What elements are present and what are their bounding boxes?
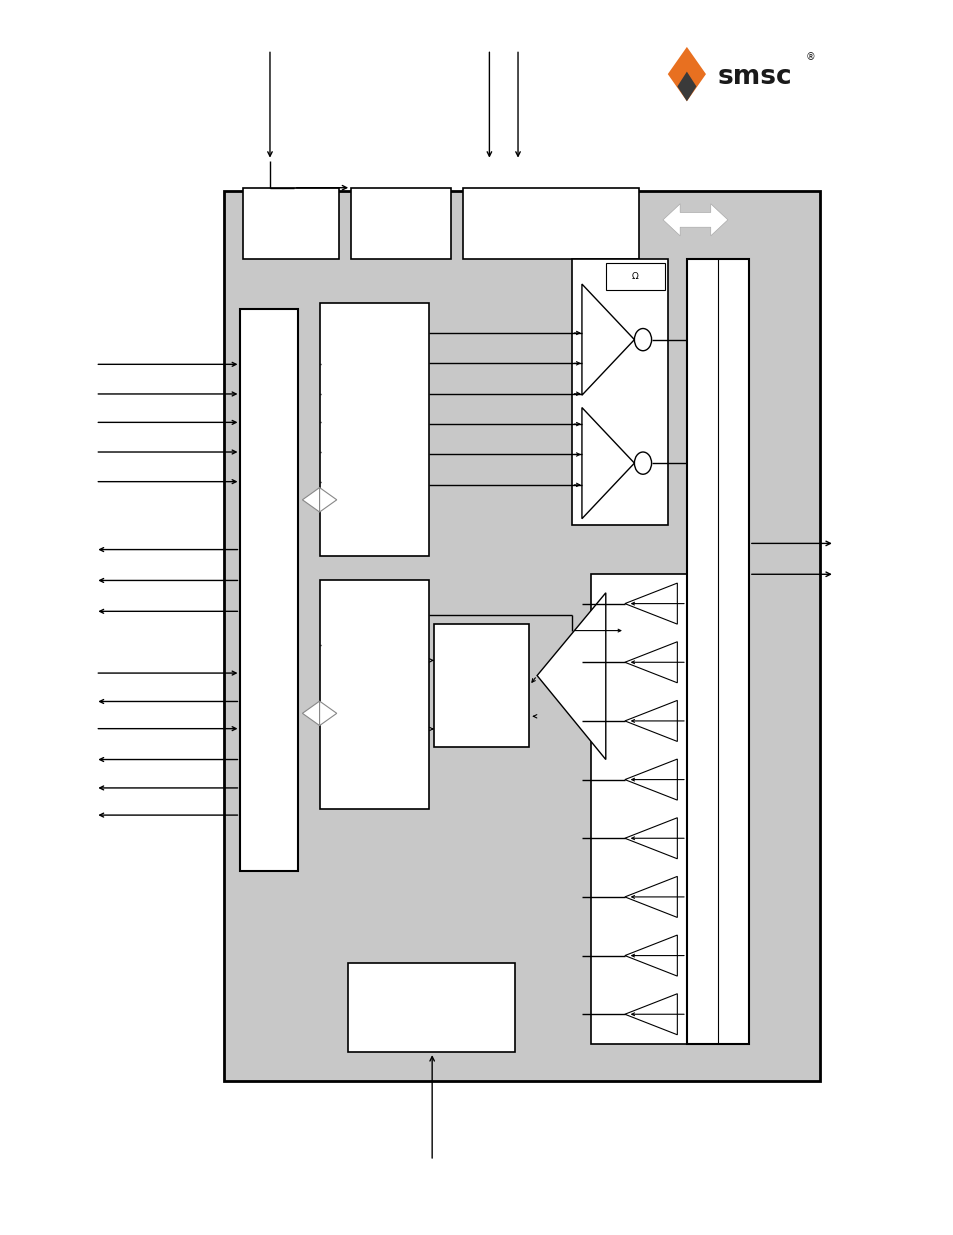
Polygon shape: [662, 204, 727, 236]
Text: smsc: smsc: [717, 63, 791, 90]
Text: ®: ®: [804, 52, 814, 62]
Polygon shape: [302, 488, 319, 513]
Bar: [319, 303, 429, 556]
Circle shape: [634, 452, 651, 474]
Bar: [434, 624, 529, 747]
Circle shape: [634, 329, 651, 351]
Text: Ω: Ω: [631, 272, 639, 282]
Polygon shape: [624, 994, 677, 1035]
Bar: [591, 574, 686, 1044]
Polygon shape: [624, 935, 677, 976]
Bar: [686, 259, 748, 1044]
Bar: [319, 580, 429, 809]
Polygon shape: [624, 700, 677, 741]
Polygon shape: [537, 593, 605, 760]
Polygon shape: [319, 701, 336, 726]
Polygon shape: [624, 642, 677, 683]
Polygon shape: [624, 818, 677, 858]
Polygon shape: [624, 583, 677, 624]
Bar: [240, 309, 297, 871]
Bar: [243, 188, 338, 259]
Polygon shape: [302, 701, 319, 726]
Bar: [348, 963, 515, 1052]
Bar: [462, 188, 639, 259]
Bar: [351, 188, 451, 259]
Polygon shape: [677, 72, 696, 101]
Bar: [605, 263, 664, 290]
Polygon shape: [319, 488, 336, 513]
Bar: [224, 191, 820, 1081]
Bar: [572, 259, 667, 525]
Polygon shape: [624, 877, 677, 918]
Polygon shape: [581, 408, 634, 519]
Polygon shape: [667, 47, 705, 101]
Polygon shape: [624, 760, 677, 800]
Polygon shape: [581, 284, 634, 395]
